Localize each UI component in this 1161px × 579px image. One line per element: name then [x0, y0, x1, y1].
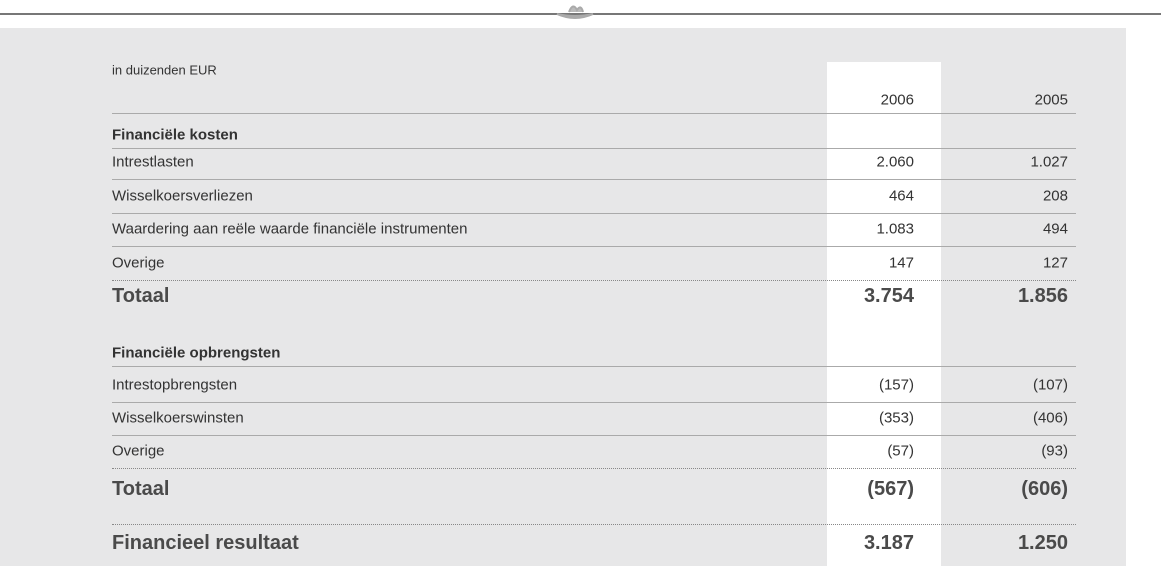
section-title: Financiële kosten [112, 126, 238, 144]
top-rule [0, 13, 1161, 15]
rule [112, 524, 1076, 525]
row-value: (157) [878, 376, 914, 394]
highlight-column [827, 62, 941, 566]
total-value: (567) [867, 478, 914, 500]
row-value: 1.027 [1030, 153, 1068, 171]
column-header: 2006 [880, 91, 914, 109]
row-value: 2.060 [876, 153, 914, 171]
total-value: 1.856 [1017, 285, 1068, 307]
result-value: 1.250 [1017, 532, 1068, 554]
row-label: Waardering aan reële waarde financiële i… [112, 220, 468, 238]
rule [112, 212, 1076, 214]
row-label: Wisselkoersverliezen [112, 187, 253, 204]
rule [112, 246, 1076, 247]
rule [112, 279, 1076, 281]
row-value: 464 [888, 187, 914, 204]
total-label: Totaal [112, 285, 170, 307]
result-label: Financieel resultaat [112, 532, 299, 554]
row-value: (107) [1032, 376, 1068, 394]
row-label: Intrestlasten [112, 153, 194, 171]
row-label: Overige [112, 442, 165, 460]
row-value: (353) [878, 409, 914, 427]
section-title: Financiële opbrengsten [112, 344, 281, 362]
row-value: (406) [1032, 409, 1068, 427]
total-value: (606) [1021, 478, 1068, 500]
result-value: 3.187 [863, 532, 914, 554]
unit-label: in duizenden EUR [112, 62, 217, 78]
row-value: (57) [887, 442, 914, 460]
row-value: 494 [1042, 220, 1068, 238]
row-value: 1.083 [876, 220, 914, 238]
column-header: 2005 [1034, 91, 1068, 109]
row-label: Overige [112, 254, 165, 271]
rule [112, 435, 1076, 436]
total-label: Totaal [112, 478, 170, 500]
row-label: Wisselkoerswinsten [112, 409, 244, 427]
row-value: 208 [1042, 187, 1068, 204]
rule [112, 468, 1076, 469]
row-label: Intrestopbrengsten [112, 376, 238, 394]
total-value: 3.754 [863, 285, 914, 307]
row-value: 127 [1042, 254, 1068, 271]
rule [112, 402, 1076, 403]
rule [112, 148, 1076, 149]
row-value: (93) [1041, 442, 1068, 460]
row-value: 147 [888, 254, 914, 271]
rule [112, 179, 1076, 180]
logo [556, 5, 594, 19]
rule [112, 113, 1076, 114]
rule [112, 366, 1076, 367]
